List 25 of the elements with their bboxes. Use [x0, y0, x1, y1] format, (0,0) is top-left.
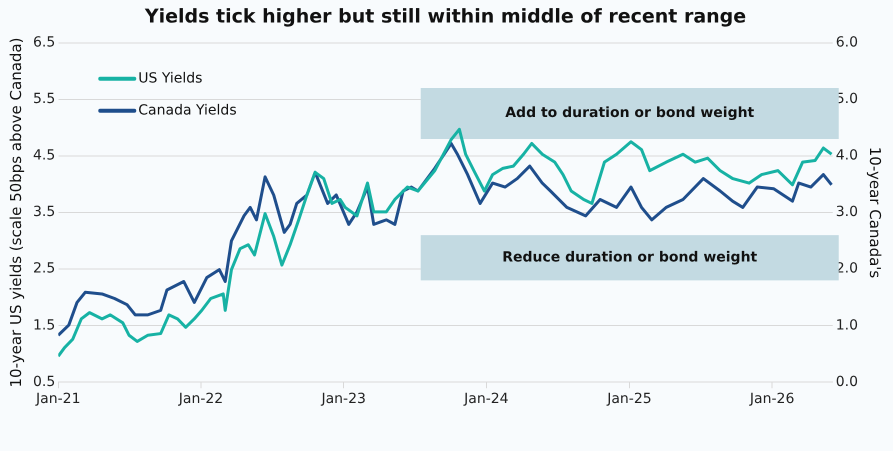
y2-tick-label: 0.0: [836, 374, 858, 390]
y-tick-label: 4.5: [33, 148, 56, 164]
x-tick-label: Jan-21: [35, 391, 80, 408]
chart-title: Yields tick higher but still within middle of recent range: [144, 5, 746, 28]
y-tick-label: 5.5: [33, 91, 56, 108]
x-tick-label: Jan-24: [463, 391, 509, 408]
band-label: Add to duration or bond weight: [505, 105, 755, 122]
y-tick-label: 0.5: [33, 374, 56, 390]
y2-axis-title: 10-year Canada's: [866, 146, 884, 278]
y-tick-label: 2.5: [33, 260, 56, 277]
x-tick-label: Jan-22: [178, 391, 224, 408]
y2-tick-label: 3.0: [836, 204, 858, 220]
legend-label: US Yields: [138, 70, 202, 86]
y2-tick-label: 1.0: [836, 317, 858, 334]
y-tick-label: 3.5: [33, 204, 56, 220]
y-axis-title: 10-year US yields (scale 50bps above Canada): [6, 38, 25, 388]
x-tick-label: Jan-25: [606, 391, 652, 408]
y-tick-label: 6.5: [33, 34, 56, 50]
legend-label: Canada Yields: [138, 102, 237, 118]
y2-tick-label: 4.0: [836, 148, 858, 164]
x-tick-label: Jan-23: [320, 391, 366, 408]
x-tick-label: Jan-26: [748, 391, 794, 408]
band-label: Reduce duration or bond weight: [502, 249, 758, 266]
y2-tick-label: 6.0: [836, 34, 858, 50]
y-tick-label: 1.5: [33, 317, 56, 334]
